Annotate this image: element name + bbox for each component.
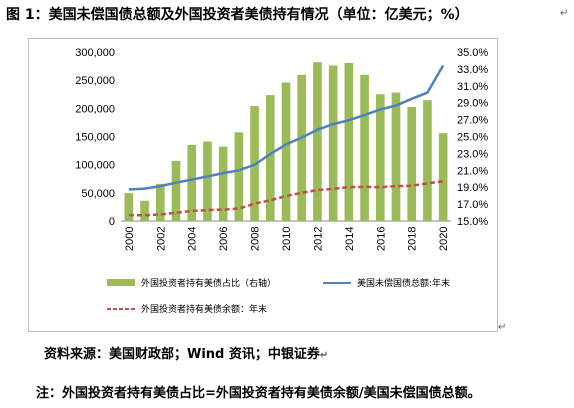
y-right-tick-label: 27.0% bbox=[457, 115, 488, 127]
paragraph-mark: ↵ bbox=[319, 350, 329, 361]
bar-foreign-share bbox=[155, 183, 165, 221]
bar-foreign-share bbox=[171, 161, 181, 221]
bar-foreign-share bbox=[344, 62, 354, 221]
y-left-tick-label: 300,000 bbox=[75, 47, 115, 59]
bar-foreign-share bbox=[391, 92, 401, 221]
paragraph-mark: ↵ bbox=[498, 322, 507, 333]
x-tick-label: 2018 bbox=[407, 227, 419, 251]
bar-foreign-share bbox=[281, 82, 291, 221]
y-right-tick-label: 21.0% bbox=[457, 165, 488, 177]
x-tick-label: 2012 bbox=[312, 227, 324, 251]
source-line: 资料来源：美国财政部；Wind 资讯；中银证券↵ bbox=[44, 343, 328, 362]
y-right-tick-label: 17.0% bbox=[457, 199, 488, 211]
line-foreign-holdings bbox=[128, 180, 444, 217]
legend-label-foreign-holdings: 外国投资者持有美债余额：年末 bbox=[141, 303, 267, 315]
legend-swatch-bar bbox=[107, 279, 135, 286]
bar-foreign-share bbox=[124, 193, 134, 221]
bar-foreign-share bbox=[140, 200, 149, 221]
y-right-tick-label: 35.0% bbox=[457, 47, 488, 59]
bar-foreign-share bbox=[407, 106, 417, 221]
chart-svg: 0 50,000 100,000 150,000 200,000 250,000 300,0… bbox=[75, 47, 488, 315]
x-tick-label: 2008 bbox=[250, 227, 262, 251]
x-tick-label: 2000 bbox=[124, 227, 136, 251]
y-right-tick-label: 29.0% bbox=[457, 98, 488, 110]
y-left-tick-label: 50,000 bbox=[81, 188, 115, 200]
bar-foreign-share bbox=[187, 144, 197, 221]
x-tick-label: 2002 bbox=[155, 227, 167, 251]
x-tick-label: 2010 bbox=[281, 227, 293, 251]
x-tick-label: 2016 bbox=[375, 227, 387, 251]
x-tick-label: 2014 bbox=[344, 227, 356, 251]
y-right-tick-label: 19.0% bbox=[457, 182, 488, 194]
y-left-tick-label: 0 bbox=[109, 216, 115, 228]
y-left-tick-label: 200,000 bbox=[75, 103, 115, 115]
chart-container: 0 50,000 100,000 150,000 200,000 250,000 300,0… bbox=[28, 38, 498, 332]
bar-foreign-share bbox=[297, 74, 307, 221]
x-tick-label: 2004 bbox=[187, 227, 199, 251]
x-tick-label: 2006 bbox=[218, 227, 230, 251]
figure-title: 图 1：美国未偿国债总额及外国投资者美债持有情况（单位：亿美元；%） bbox=[6, 7, 469, 23]
line-total-debt bbox=[128, 64, 445, 191]
y-left-tick-label: 250,000 bbox=[75, 75, 115, 87]
bar-foreign-share bbox=[234, 132, 244, 221]
y-right-tick-label: 31.0% bbox=[457, 81, 488, 93]
note-line: 注：外国投资者持有美债占比=外国投资者持有美债余额/美国未偿国债总额。 bbox=[36, 386, 481, 401]
y-left-tick-label: 100,000 bbox=[75, 160, 115, 172]
y-right-tick-label: 33.0% bbox=[457, 64, 488, 76]
bar-foreign-share bbox=[360, 74, 369, 221]
paragraph-mark: ↵ bbox=[560, 8, 569, 19]
y-right-tick-label: 15.0% bbox=[457, 216, 488, 228]
bar-foreign-share bbox=[328, 65, 338, 221]
x-tick-label: 2020 bbox=[438, 227, 450, 251]
bar-foreign-share bbox=[375, 94, 385, 221]
bar-foreign-share bbox=[265, 95, 275, 221]
bar-foreign-share bbox=[203, 141, 212, 221]
bar-foreign-share bbox=[218, 146, 228, 221]
bar-foreign-share bbox=[438, 133, 448, 221]
y-right-tick-label: 23.0% bbox=[457, 148, 488, 160]
bar-foreign-share bbox=[313, 62, 322, 221]
legend-label-total-debt: 美国未偿国债总额:年末 bbox=[357, 277, 450, 289]
source-text: 资料来源：美国财政部；Wind 资讯；中银证券 bbox=[44, 347, 320, 362]
bar-foreign-share bbox=[423, 100, 432, 221]
y-right-tick-label: 25.0% bbox=[457, 132, 488, 144]
legend-label-bar: 外国投资者持有美债占比（右轴） bbox=[141, 277, 276, 289]
y-left-tick-label: 150,000 bbox=[75, 132, 115, 144]
